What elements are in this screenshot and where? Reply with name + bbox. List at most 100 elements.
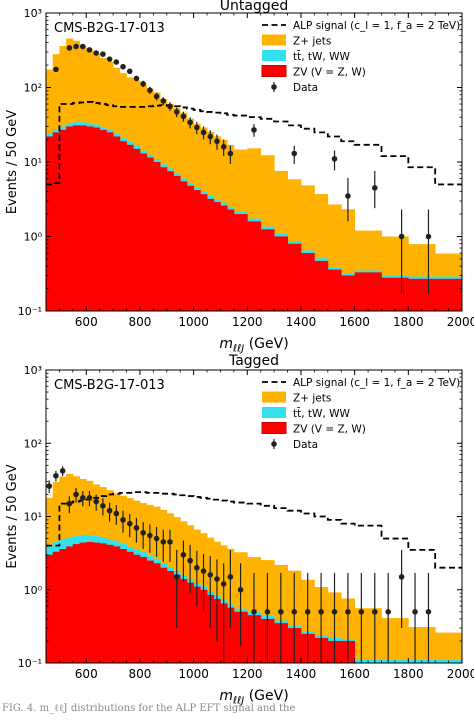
- stack-zv-bar: [46, 554, 54, 663]
- data-point: [59, 468, 66, 474]
- legend-zjets-label: Z+ jets: [293, 393, 331, 405]
- data-point: [120, 517, 126, 523]
- stack-zv-bar: [139, 153, 148, 311]
- legend-ttbar-swatch: [262, 50, 286, 61]
- data-point: [180, 552, 187, 558]
- data-point: [113, 510, 120, 517]
- stack-zv-bar: [186, 582, 195, 663]
- y-tick-label: 10²: [24, 437, 42, 450]
- y-axis-label: Events / 50 GeV: [5, 110, 20, 214]
- stack-zv-bar: [146, 157, 154, 311]
- stack-zv-bar: [86, 126, 94, 311]
- stack-zv-bar: [139, 556, 148, 663]
- data-point: [220, 143, 227, 150]
- stack-zv-bar: [193, 586, 201, 663]
- x-tick-label: 1600: [339, 667, 370, 681]
- x-tick-label: 1800: [393, 667, 424, 681]
- stack-zv-bar: [99, 543, 107, 663]
- legend-signal-label: ALP signal (c_l = 1, f_a = 2 TeV): [293, 20, 460, 32]
- stack-zjets-bar: [408, 627, 436, 663]
- data-point: [194, 124, 200, 131]
- y-tick-label: 10²: [24, 82, 42, 95]
- legend-zv-label: ZV (V = Z, W): [293, 67, 366, 79]
- data-point: [398, 574, 405, 580]
- data-point: [147, 532, 153, 539]
- stack-zv-bar: [79, 542, 87, 663]
- stack-zv-bar: [180, 181, 188, 311]
- stack-zv-bar: [113, 136, 121, 311]
- data-point: [53, 472, 59, 479]
- data-point: [371, 609, 378, 615]
- data-point: [93, 498, 99, 505]
- legend-zv-label: ZV (V = Z, W): [293, 424, 366, 436]
- stack-zv-bar: [381, 277, 409, 311]
- stack-zv-bar: [119, 141, 127, 311]
- stack-zv-bar: [133, 554, 141, 663]
- legend-zv-swatch: [261, 65, 287, 77]
- figure-caption: FIG. 4. m_ℓℓJ distributions for the ALP …: [2, 703, 296, 714]
- data-point: [180, 113, 187, 120]
- data-point: [93, 50, 99, 56]
- stack-zv-bar: [92, 542, 101, 663]
- data-point: [133, 525, 140, 531]
- stack-zv-bar: [207, 594, 215, 663]
- experiment-label: CMS-B2G-17-013: [54, 21, 165, 36]
- legend-data-marker: [271, 441, 277, 447]
- data-point: [153, 93, 160, 100]
- data-point: [237, 586, 244, 593]
- stack-zv-bar: [200, 194, 208, 311]
- data-point: [318, 609, 324, 615]
- x-tick-label: 1000: [178, 315, 209, 329]
- data-point: [79, 43, 86, 50]
- data-point: [66, 45, 73, 51]
- data-point: [133, 75, 140, 82]
- data-point: [227, 574, 234, 580]
- legend-ttbar-label: tt̄, tW, WW: [293, 50, 350, 63]
- data-point: [79, 495, 86, 501]
- legend-zv-swatch: [261, 422, 287, 434]
- data-point: [167, 539, 173, 545]
- data-point: [425, 609, 432, 615]
- y-tick-label: 10¹: [24, 511, 42, 524]
- data-point: [331, 156, 338, 162]
- stack-zv-bar: [66, 126, 74, 311]
- stack-zv-bar: [52, 132, 60, 311]
- data-point: [214, 138, 220, 145]
- stack-zv-bar: [72, 125, 80, 311]
- stack-zv-bar: [59, 129, 67, 311]
- stack-zv-bar: [354, 272, 382, 311]
- data-point: [126, 68, 133, 75]
- data-point: [278, 609, 284, 615]
- data-point: [227, 150, 234, 157]
- x-axis-label: mℓℓJ (GeV): [219, 336, 288, 355]
- data-point: [106, 507, 113, 514]
- data-point: [147, 87, 153, 93]
- data-point: [194, 564, 200, 571]
- stack-zv-bar: [66, 546, 74, 663]
- y-tick-label: 10¹: [24, 156, 42, 169]
- legend-data-marker: [271, 84, 277, 90]
- data-point: [251, 609, 257, 615]
- data-point: [173, 109, 180, 115]
- x-tick-label: 800: [128, 667, 151, 681]
- panel-title: Untagged: [220, 0, 288, 14]
- x-tick-label: 1600: [339, 315, 370, 329]
- stack-zv-bar: [247, 221, 262, 311]
- stack-zv-bar: [274, 236, 288, 311]
- x-tick-label: 2000: [447, 315, 474, 329]
- data-point: [345, 609, 351, 615]
- data-point: [187, 557, 193, 564]
- stack-zv-bar: [126, 551, 134, 663]
- data-point: [220, 581, 227, 587]
- data-point: [100, 51, 106, 57]
- data-point: [385, 609, 391, 615]
- plot-area: [46, 38, 462, 311]
- signal-line: [46, 491, 462, 569]
- stack-zv-bar: [86, 541, 94, 663]
- data-point: [214, 576, 220, 582]
- x-tick-label: 1000: [178, 667, 209, 681]
- stack-zv-bar: [287, 243, 302, 311]
- x-tick-label: 1200: [232, 315, 263, 329]
